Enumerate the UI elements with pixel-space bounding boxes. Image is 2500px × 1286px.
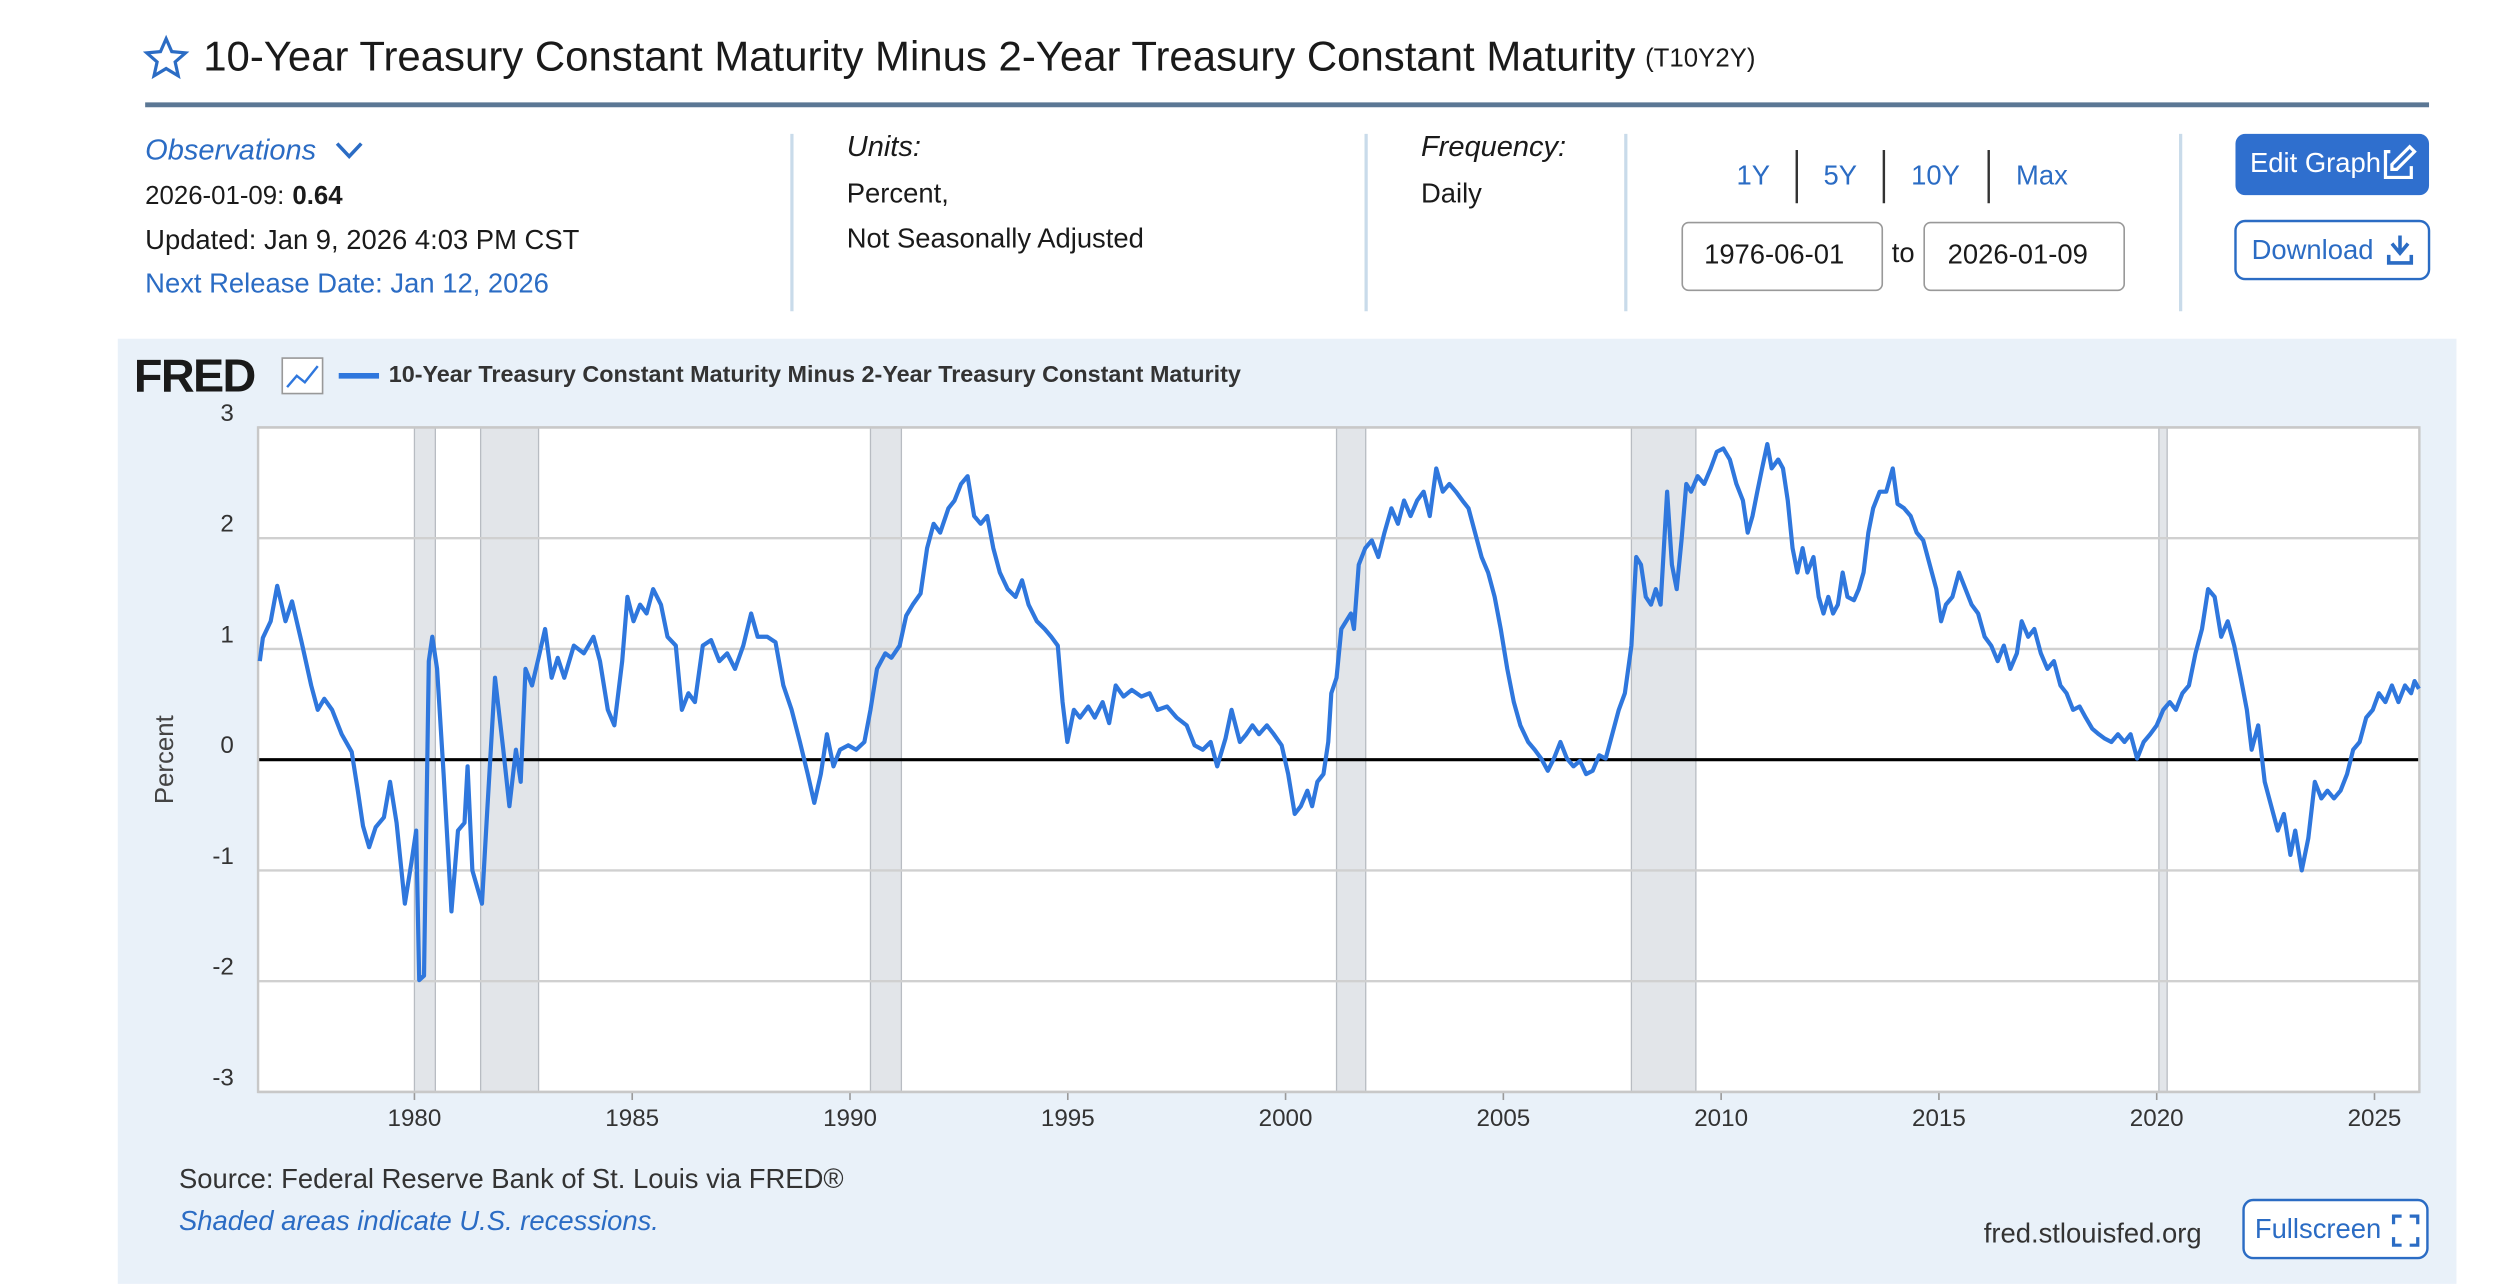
x-tick-label: 2000 <box>1259 1105 1313 1132</box>
download-icon <box>2386 235 2414 265</box>
frequency-label: Frequency: <box>1421 131 1566 163</box>
end-date-input[interactable] <box>1923 221 2125 292</box>
y-axis-label: Percent <box>151 715 179 804</box>
observations-toggle[interactable]: Observations <box>145 134 316 166</box>
plot: -3 -2 -1 0 1 2 3 1980 1985 1990 1995 2000 2005 2010 20… <box>212 400 2421 1132</box>
download-label: Download <box>2252 234 2374 265</box>
fred-logo: FRED <box>134 349 255 401</box>
frequency-value: Daily <box>1421 177 1482 208</box>
x-tick-label: 2015 <box>1912 1105 1966 1132</box>
fullscreen-button[interactable] <box>2242 1198 2429 1260</box>
x-tick-label: 1990 <box>823 1105 877 1132</box>
y-tick-label: -2 <box>212 954 234 981</box>
units-value: Not Seasonally Adjusted <box>847 223 1144 254</box>
edit-graph-label: Edit Graph <box>2250 147 2381 178</box>
edit-graph-button[interactable] <box>2235 133 2430 196</box>
x-tick-label: 1995 <box>1041 1105 1095 1132</box>
y-tick-label: 0 <box>220 732 233 759</box>
latest-date: 2026-01-09: <box>145 182 284 210</box>
units-value: Percent, <box>847 177 949 208</box>
legend-label: 10-Year Treasury Constant Maturity Minus… <box>389 361 1241 387</box>
chevron-icon[interactable] <box>335 142 363 160</box>
series-line <box>257 441 2421 983</box>
latest-value: 0.64 <box>292 182 343 210</box>
series-id: (T10Y2Y) <box>1645 45 1755 73</box>
x-tick-label: 2005 <box>1476 1105 1530 1132</box>
updated-time: Updated: Jan 9, 2026 4:03 PM CST <box>145 224 579 255</box>
range-button[interactable]: 10Y <box>1911 160 1960 191</box>
y-tick-label: 1 <box>220 621 233 648</box>
edit-icon <box>2383 144 2417 180</box>
y-tick-label: 2 <box>220 511 233 538</box>
x-tick-label: 2010 <box>1694 1105 1748 1132</box>
units-label: Units: <box>847 131 921 163</box>
graph-icon[interactable] <box>281 357 324 395</box>
x-tick-label: 2020 <box>2130 1105 2184 1132</box>
source-note: Source: Federal Reserve Bank of St. Loui… <box>179 1163 844 1194</box>
latest-observation: 2026-01-09: 0.64 <box>145 182 343 210</box>
end-date: 2026-01-09 <box>1948 239 2088 270</box>
x-tick-label: 1985 <box>605 1105 659 1132</box>
start-date-input[interactable] <box>1681 221 1884 292</box>
to-label: to <box>1892 237 1915 268</box>
graph-icon-line <box>286 365 319 388</box>
series-title: 10-Year Treasury Constant Maturity Minus… <box>203 33 1635 80</box>
range-button[interactable]: Max <box>2016 160 2068 191</box>
site-url[interactable]: fred.stlouisfed.org <box>1984 1218 2202 1249</box>
favorite-star[interactable] <box>142 34 190 80</box>
plot-border <box>256 426 2421 1094</box>
x-tick-label: 1980 <box>388 1105 442 1132</box>
fullscreen-icon <box>2391 1214 2420 1247</box>
recession-note: Shaded areas indicate U.S. recessions. <box>179 1205 659 1236</box>
y-tick-label: 3 <box>220 400 233 427</box>
y-tick-label: -1 <box>212 843 234 870</box>
range-button[interactable]: 1Y <box>1736 160 1770 191</box>
y-tick-label: -3 <box>212 1064 234 1091</box>
fullscreen-label: Fullscreen <box>2255 1213 2381 1244</box>
page-title: 10-Year Treasury Constant Maturity Minus… <box>203 33 1755 80</box>
download-button[interactable] <box>2234 219 2431 281</box>
next-release-link[interactable]: Next Release Date: Jan 12, 2026 <box>145 268 549 299</box>
start-date: 1976-06-01 <box>1704 239 1844 270</box>
range-button[interactable]: 5Y <box>1824 160 1858 191</box>
x-tick-label: 2025 <box>2348 1105 2402 1132</box>
